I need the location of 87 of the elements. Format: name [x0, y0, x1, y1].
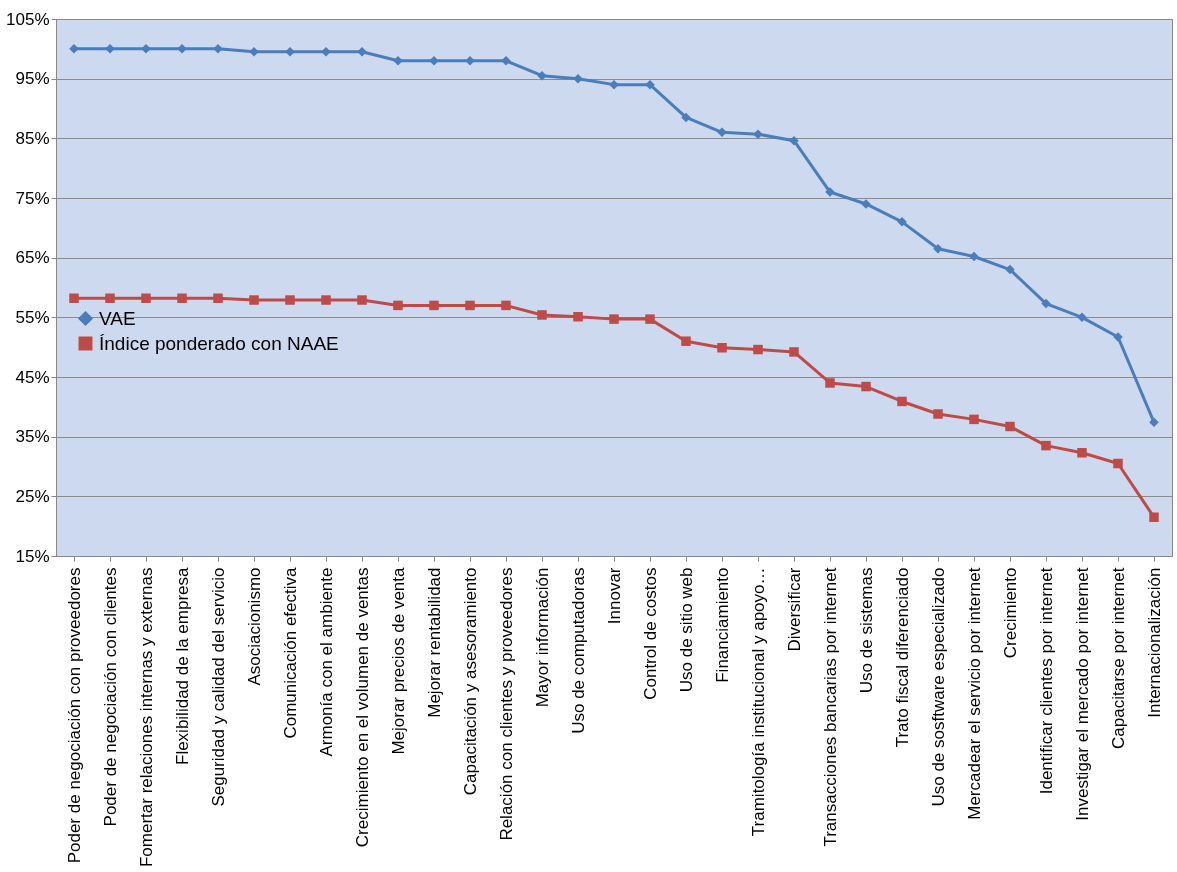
- point: [105, 293, 115, 303]
- y-tick-label: 105%: [6, 9, 50, 29]
- x-tick-label: Seguridad y calidad del servicio: [208, 567, 228, 807]
- x-tick-label: Mayor información: [532, 567, 552, 708]
- y-tick-label: 15%: [15, 546, 50, 566]
- point: [681, 112, 691, 123]
- point: [249, 295, 259, 305]
- point: [1041, 298, 1051, 309]
- point: [537, 70, 547, 81]
- y-tick-label: 75%: [15, 188, 50, 208]
- point: [213, 293, 223, 303]
- point: [1077, 448, 1087, 458]
- point: [933, 243, 943, 254]
- point: [321, 295, 331, 305]
- point: [537, 310, 547, 320]
- x-tick-label: Poder de negociación con proveedores: [64, 567, 84, 864]
- point: [573, 73, 583, 84]
- x-tick-label: Trato fiscal diferenciado: [892, 567, 912, 748]
- y-tick-label: 25%: [15, 486, 50, 506]
- x-tick-label: Asociacionismo: [244, 567, 264, 686]
- point: [789, 135, 799, 146]
- point: [645, 314, 655, 324]
- x-tick-label: Mercadear el servicio por internet: [964, 567, 984, 820]
- x-tick-label: Innovar: [604, 567, 624, 625]
- point: [1149, 512, 1159, 522]
- x-tick-label: Poder de negociación con clientes: [100, 567, 120, 827]
- point: [933, 409, 943, 419]
- point: [717, 127, 727, 138]
- x-tick-label: Uso de sitio web: [676, 567, 696, 693]
- point: [645, 79, 655, 90]
- point: [1005, 264, 1015, 275]
- point: [609, 314, 619, 324]
- point: [1077, 312, 1087, 323]
- point: [573, 311, 583, 322]
- point: [141, 293, 151, 303]
- y-tick-label: 65%: [15, 248, 50, 268]
- x-tick-label: Mejorar rentabilidad: [424, 567, 444, 718]
- y-tick-label: 95%: [15, 69, 50, 89]
- x-tick-label: Capacitarse por internet: [1108, 567, 1128, 749]
- point: [789, 347, 799, 357]
- x-tick-label: Crecimiento en el volumen de ventas: [352, 567, 372, 848]
- y-tick-label: 85%: [15, 128, 50, 148]
- x-tick-label: Comunicación efectiva: [280, 566, 300, 739]
- y-tick-label: 55%: [15, 307, 50, 327]
- x-tick-label: Financiamiento: [712, 567, 732, 683]
- x-tick-label: Diversificar: [784, 567, 804, 652]
- point: [861, 381, 871, 392]
- point: [1113, 458, 1123, 469]
- x-tick-label: Crecimiento: [1000, 567, 1020, 659]
- point: [393, 300, 403, 311]
- point: [753, 344, 763, 355]
- x-tick-label: Uso de sistemas: [856, 567, 876, 694]
- point: [357, 295, 367, 305]
- point: [1149, 417, 1159, 428]
- x-tick-label: Uso de sosftware especializado: [928, 567, 948, 807]
- point: [1041, 440, 1051, 451]
- x-tick-label: Fomertar relaciones internas y externas: [136, 567, 156, 868]
- x-tick-label: Transacciones bancarias por internet: [820, 567, 840, 847]
- x-tick-label: Flexibilidad de la empresa: [172, 566, 192, 765]
- point: [969, 251, 979, 262]
- point: [825, 378, 835, 388]
- x-tick-label: Relación con clientes y proveedores: [496, 567, 516, 841]
- y-tick-label: 45%: [15, 367, 50, 387]
- point: [681, 336, 691, 346]
- point: [969, 414, 979, 425]
- x-tick-label: Capacitación y asesoramiento: [460, 567, 480, 796]
- point: [465, 300, 475, 311]
- point: [429, 300, 439, 311]
- point: [177, 293, 187, 303]
- point: [285, 295, 295, 305]
- x-tick-label: Mejorar precios de venta: [388, 566, 408, 755]
- x-tick-label: Tramitología institucional y apoyo…: [748, 567, 768, 837]
- point: [1005, 421, 1015, 432]
- y-tick-label: 35%: [15, 427, 50, 447]
- x-tick-label: Control de costos: [640, 567, 660, 700]
- x-tick-label: Identificar clientes por internet: [1036, 567, 1056, 795]
- point: [717, 343, 727, 353]
- x-tick-label: Internacionalización: [1144, 567, 1164, 718]
- x-tick-label: Investigar el mercado por internet: [1072, 567, 1092, 821]
- point: [69, 293, 79, 303]
- point: [501, 300, 511, 311]
- legend-label: Índice ponderado con NAAE: [99, 332, 339, 354]
- legend-label: VAE: [99, 307, 136, 329]
- x-tick-label: Armonía con el ambiente: [316, 567, 336, 757]
- x-tick-label: Uso de computadoras: [568, 567, 588, 734]
- point: [897, 396, 907, 407]
- point: [609, 79, 619, 90]
